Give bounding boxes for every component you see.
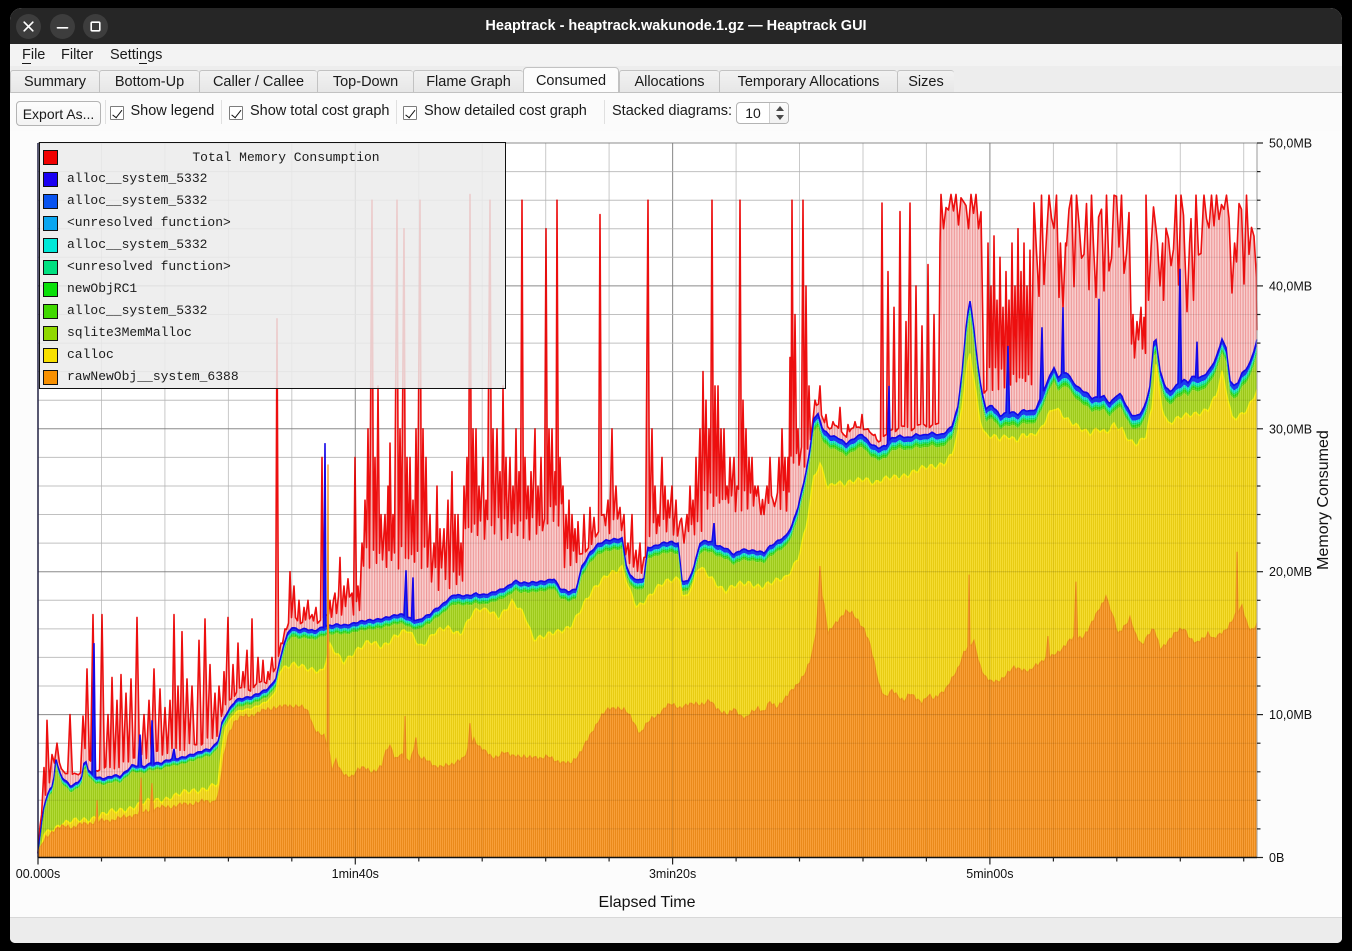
svg-text:20,0MB: 20,0MB (1269, 565, 1312, 579)
svg-text:Elapsed Time: Elapsed Time (599, 894, 696, 911)
svg-text:5min00s: 5min00s (966, 867, 1013, 881)
svg-text:3min20s: 3min20s (649, 867, 696, 881)
svg-text:40,0MB: 40,0MB (1269, 279, 1312, 293)
svg-text:50,0MB: 50,0MB (1269, 137, 1312, 151)
svg-text:1min40s: 1min40s (332, 867, 379, 881)
svg-text:10,0MB: 10,0MB (1269, 708, 1312, 722)
svg-text:30,0MB: 30,0MB (1269, 422, 1312, 436)
svg-text:Memory Consumed: Memory Consumed (1315, 430, 1332, 570)
svg-text:00.000s: 00.000s (16, 867, 60, 881)
svg-text:0B: 0B (1269, 851, 1284, 865)
